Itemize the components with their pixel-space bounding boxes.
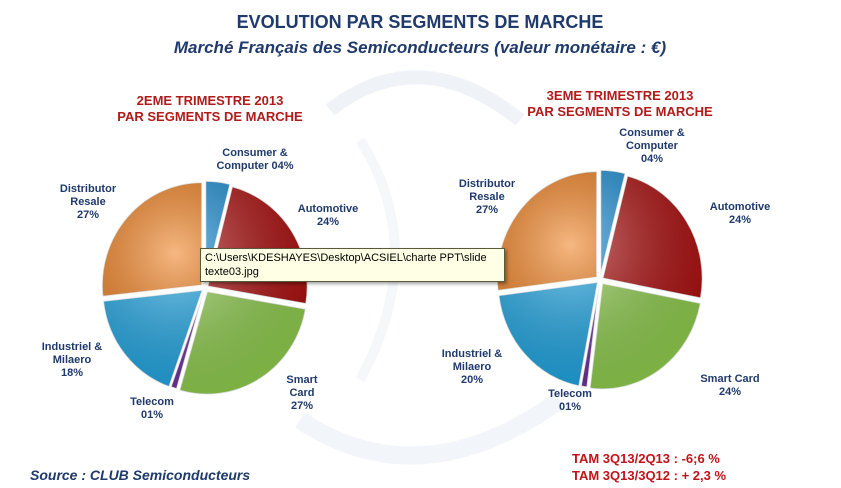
slice-label-line: Computer 04% [216,160,293,172]
slice-label-automotive: Automotive 24% [298,203,359,228]
slice-label-line: 04% [641,153,663,165]
chart2-title-line2: PAR SEGMENTS DE MARCHE [527,104,713,119]
slice-label-smartcard: Smart Card 27% [286,374,318,412]
slice-label-line: Automotive [710,201,771,213]
slice-label-line: 20% [461,374,483,386]
slice-label-line: Card [289,387,314,399]
slice-label-line: Smart [286,374,318,386]
slice-label-line: 27% [291,400,313,412]
slice-label-industriel: Industriel & Milaero 20% [442,348,503,386]
slice-label-telecom: Telecom 01% [130,396,174,421]
slice-label-smartcard: Smart Card 24% [700,373,759,398]
page-subtitle: Marché Français des Semiconducteurs (val… [174,38,667,57]
page-title: EVOLUTION PAR SEGMENTS DE MARCHE [237,12,604,32]
slice-label-line: Distributor [459,178,516,190]
slice-label-line: Telecom [130,396,174,408]
slice-label-line: Distributor [60,183,117,195]
slice-label-line: Industriel & [42,341,103,353]
slice-label-line: Consumer & [222,147,287,159]
tam-line-2: TAM 3Q13/3Q12 : + 2,3 % [572,468,726,483]
pie-slice-shading [498,282,598,387]
slice-label-line: Resale [70,196,105,208]
pie-slice-shading [170,289,205,389]
slice-label-line: 24% [719,386,741,398]
chart2-title-line1: 3EME TRIMESTRE 2013 [547,88,694,103]
pie-slice-shading [179,291,306,395]
slice-label-line: Resale [469,191,504,203]
pie-slice-shading [589,283,701,390]
slice-label-line: 27% [77,209,99,221]
file-path-tooltip: C:\Users\KDESHAYES\Desktop\ACSIEL\charte… [200,248,505,282]
slice-label-line: Automotive [298,203,359,215]
slice-label-line: 24% [729,214,751,226]
tam-line-1: TAM 3Q13/2Q13 : -6;6 % [572,451,720,466]
slice-label-line: 24% [317,216,339,228]
slice-label-line: Computer [626,140,679,152]
slice-label-distributor: Distributor Resale 27% [459,178,516,216]
slice-label-telecom: Telecom 01% [548,388,592,413]
slice-label-line: Telecom [548,388,592,400]
pie-slice-shading [103,289,203,387]
slice-label-consumer: Consumer & Computer 04% [619,127,684,165]
slice-label-line: 01% [141,409,163,421]
slice-label-line: 18% [61,367,83,379]
pie-slice-shading [102,182,203,297]
slice-label-consumer: Consumer & Computer 04% [216,147,293,172]
pie-slice-shading [600,170,626,277]
pie-slice-shading [580,281,600,388]
slice-label-industriel: Industriel & Milaero 18% [42,341,103,379]
slice-label-line: 27% [476,204,498,216]
slice-label-line: Industriel & [442,348,503,360]
chart1-title-line1: 2EME TRIMESTRE 2013 [137,93,284,108]
slice-label-line: Consumer & [619,127,684,139]
chart1-title-line2: PAR SEGMENTS DE MARCHE [117,109,303,124]
slice-label-line: Milaero [53,354,92,366]
slice-label-automotive: Automotive 24% [710,201,771,226]
pie-slice-shading [602,175,703,299]
slice-label-line: Milaero [453,361,492,373]
pie-slice-shading [496,171,597,291]
source-note: Source : CLUB Semiconducteurs [30,467,250,483]
slice-label-distributor: Distributor Resale 27% [60,183,117,221]
slice-label-line: Smart Card [700,373,759,385]
slice-label-line: 01% [559,401,581,413]
